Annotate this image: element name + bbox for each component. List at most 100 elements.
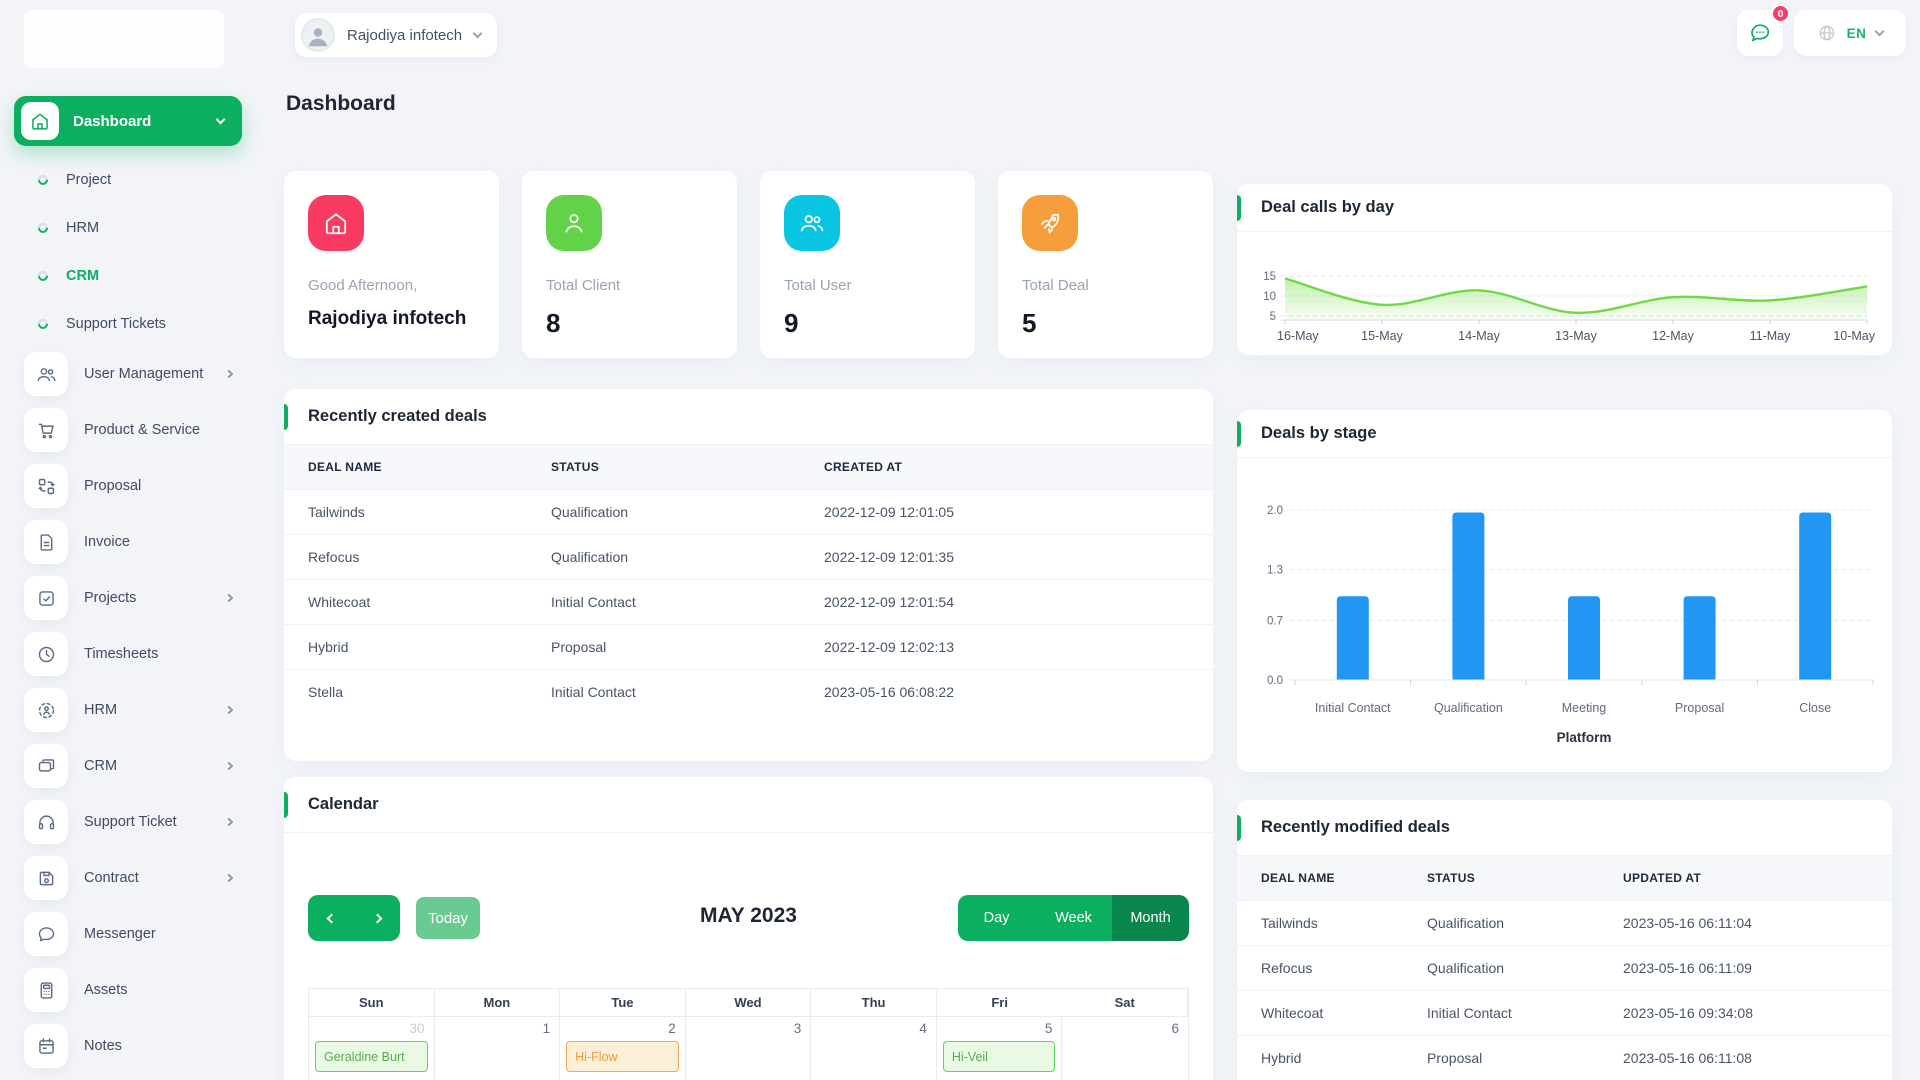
table-cell: Initial Contact bbox=[551, 578, 824, 624]
recently-modified-deals-card: Recently modified deals DEAL NAME STATUS U… bbox=[1237, 800, 1892, 1080]
calendar-day-cell[interactable]: 5 Hi-Veil bbox=[936, 1016, 1063, 1080]
svg-text:15: 15 bbox=[1263, 271, 1276, 283]
sidebar-item[interactable]: Messenger bbox=[0, 906, 258, 962]
table-row[interactable]: Refocus Qualification 2023-05-16 06:11:09 bbox=[1237, 944, 1892, 990]
calendar-event[interactable]: Hi-Veil bbox=[942, 1041, 1056, 1072]
accent-bar bbox=[1237, 421, 1241, 447]
recently-modified-deals-table: DEAL NAME STATUS UPDATED AT Tailwinds Quali… bbox=[1237, 856, 1892, 1080]
table-cell: Refocus bbox=[284, 533, 551, 579]
sidebar-mainnav: User Management Product & Service Propos… bbox=[0, 346, 258, 1074]
sidebar-item-label: Support Ticket bbox=[84, 814, 177, 830]
sidebar-item[interactable]: Notes bbox=[0, 1018, 258, 1074]
sidebar-item[interactable]: User Management bbox=[0, 346, 258, 402]
table-cell: 2023-05-16 06:11:08 bbox=[1623, 1034, 1892, 1080]
stat-card: Total Deal 5 bbox=[998, 171, 1213, 358]
accent-bar bbox=[1237, 195, 1241, 221]
calendar-day-cell[interactable]: 6 bbox=[1062, 1016, 1188, 1080]
user-icon bbox=[546, 195, 602, 251]
calendar-day-cell[interactable]: 3 bbox=[685, 1016, 812, 1080]
sidebar-item[interactable]: Support Ticket bbox=[0, 794, 258, 850]
table-row[interactable]: Tailwinds Qualification 2022-12-09 12:01:0… bbox=[284, 488, 1213, 534]
svg-text:Initial Contact: Initial Contact bbox=[1315, 701, 1391, 715]
calendar-event[interactable]: Geraldine Burt bbox=[315, 1041, 428, 1072]
sidebar-item-label: Contract bbox=[84, 870, 139, 886]
calendar-view-button[interactable]: Month bbox=[1112, 895, 1189, 941]
card-title: Deal calls by day bbox=[1261, 198, 1394, 216]
calendar-day-cell[interactable]: 4 bbox=[811, 1016, 937, 1080]
invoice-icon bbox=[24, 520, 68, 564]
stats-row: Good Afternoon, Rajodiya infotech Total … bbox=[284, 171, 1213, 358]
sidebar-item-label: Invoice bbox=[84, 534, 130, 550]
svg-text:Platform: Platform bbox=[1557, 730, 1612, 745]
weekday-header: Tue bbox=[560, 989, 686, 1016]
calendar-view-button[interactable]: Day bbox=[958, 895, 1035, 941]
table-row[interactable]: Hybrid Proposal 2022-12-09 12:02:13 bbox=[284, 623, 1213, 669]
chevron-right-icon bbox=[224, 705, 234, 715]
stat-label: Total User bbox=[784, 277, 852, 294]
stat-value: Rajodiya infotech bbox=[308, 308, 467, 329]
clock-icon bbox=[24, 632, 68, 676]
card-title: Calendar bbox=[308, 795, 379, 813]
card-title: Recently created deals bbox=[308, 407, 487, 425]
messages-button[interactable]: 0 bbox=[1737, 4, 1790, 56]
calculator-icon bbox=[24, 968, 68, 1012]
calendar-view-switcher: Day Week Month bbox=[958, 895, 1189, 941]
table-cell: Whitecoat bbox=[1237, 989, 1427, 1035]
day-number: 30 bbox=[409, 1021, 425, 1036]
language-selector[interactable]: EN bbox=[1794, 10, 1906, 56]
sidebar-item[interactable]: Projects bbox=[0, 570, 258, 626]
sidebar-item[interactable]: CRM bbox=[0, 738, 258, 794]
weekday-header: Thu bbox=[811, 989, 937, 1016]
sidebar-item-label: Proposal bbox=[84, 478, 142, 494]
calendar-event[interactable]: Hi-Flow bbox=[566, 1041, 679, 1072]
table-cell: 2023-05-16 06:11:09 bbox=[1623, 944, 1892, 990]
sidebar-item[interactable]: HRM bbox=[0, 682, 258, 738]
table-row[interactable]: Refocus Qualification 2022-12-09 12:01:35 bbox=[284, 533, 1213, 579]
sidebar-item-label: Notes bbox=[84, 1038, 122, 1054]
svg-text:13-May: 13-May bbox=[1555, 329, 1597, 343]
calendar-grid: Sun Mon Tue Wed Thu Fri Sat 30 Geraldine Burt … bbox=[308, 988, 1189, 1080]
table-row[interactable]: Hybrid Proposal 2023-05-16 06:11:08 bbox=[1237, 1034, 1892, 1080]
sidebar-item-label: Projects bbox=[84, 590, 137, 606]
svg-text:1.3: 1.3 bbox=[1267, 565, 1283, 577]
today-button[interactable]: Today bbox=[416, 897, 480, 939]
company-name: Rajodiya infotech bbox=[347, 26, 463, 44]
sidebar-sub-item[interactable]: Support Tickets bbox=[0, 300, 258, 348]
sidebar-sub-item[interactable]: Project bbox=[0, 156, 258, 204]
sidebar-subnav: Project HRM CRM Support Tickets bbox=[0, 156, 258, 348]
column-header: DEAL NAME bbox=[1261, 870, 1335, 885]
calendar-day-cell[interactable]: 30 Geraldine Burt bbox=[309, 1016, 435, 1080]
table-row[interactable]: Whitecoat Initial Contact 2023-05-16 09:34… bbox=[1237, 989, 1892, 1035]
table-cell: 2023-05-16 09:34:08 bbox=[1623, 989, 1892, 1035]
calendar-day-cell[interactable]: 1 bbox=[434, 1016, 561, 1080]
sidebar-item-dashboard[interactable]: Dashboard bbox=[14, 96, 242, 146]
stat-label: Good Afternoon, bbox=[308, 277, 418, 294]
sidebar-item[interactable]: Timesheets bbox=[0, 626, 258, 682]
sidebar-item[interactable]: Invoice bbox=[0, 514, 258, 570]
company-selector[interactable]: Rajodiya infotech bbox=[294, 12, 499, 58]
projects-icon bbox=[24, 576, 68, 620]
sidebar-sub-item[interactable]: HRM bbox=[0, 204, 258, 252]
day-number: 4 bbox=[919, 1021, 927, 1036]
chevron-right-icon bbox=[224, 817, 234, 827]
avatar bbox=[301, 18, 335, 52]
svg-text:15-May: 15-May bbox=[1361, 329, 1403, 343]
column-header: STATUS bbox=[1427, 870, 1476, 885]
proposal-icon bbox=[24, 464, 68, 508]
sidebar-sub-item[interactable]: CRM bbox=[0, 252, 258, 300]
stat-value: 5 bbox=[1022, 308, 1037, 338]
table-row[interactable]: Tailwinds Qualification 2023-05-16 06:11:0… bbox=[1237, 899, 1892, 945]
chevron-down-icon bbox=[1874, 26, 1885, 37]
sidebar: Dashboard Project HRM CRM Support Ticket… bbox=[0, 0, 258, 1080]
table-cell: Qualification bbox=[551, 488, 824, 534]
calendar-view-button[interactable]: Week bbox=[1035, 895, 1112, 941]
table-row[interactable]: Whitecoat Initial Contact 2022-12-09 12:01… bbox=[284, 578, 1213, 624]
calendar-day-cell[interactable]: 2 Hi-Flow bbox=[560, 1016, 686, 1080]
sidebar-item[interactable]: Proposal bbox=[0, 458, 258, 514]
table-row[interactable]: Stella Initial Contact 2023-05-16 06:08:22 bbox=[284, 668, 1213, 714]
accent-bar bbox=[1237, 815, 1241, 841]
sidebar-item[interactable]: Contract bbox=[0, 850, 258, 906]
sidebar-item[interactable]: Assets bbox=[0, 962, 258, 1018]
hrm-icon bbox=[24, 688, 68, 732]
sidebar-item[interactable]: Product & Service bbox=[0, 402, 258, 458]
